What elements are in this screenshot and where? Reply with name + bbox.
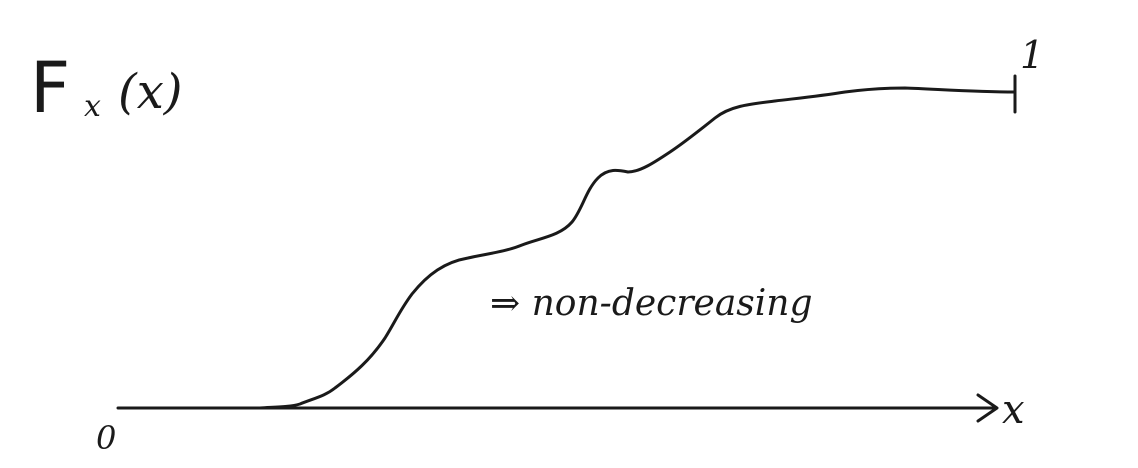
- x-axis-label: x: [1002, 387, 1025, 433]
- x-axis-arrowhead: [976, 393, 999, 423]
- upper-value-label: 1: [1020, 33, 1044, 77]
- function-label-subscript: x: [84, 89, 101, 124]
- function-label-main: F: [30, 47, 70, 129]
- function-label-argument: (x): [118, 64, 183, 120]
- cdf-curve: [258, 86, 1017, 410]
- non-decreasing-annotation: ⇒ non-decreasing: [490, 283, 813, 324]
- function-label: F x (x): [30, 47, 183, 129]
- origin-label: 0: [96, 419, 116, 457]
